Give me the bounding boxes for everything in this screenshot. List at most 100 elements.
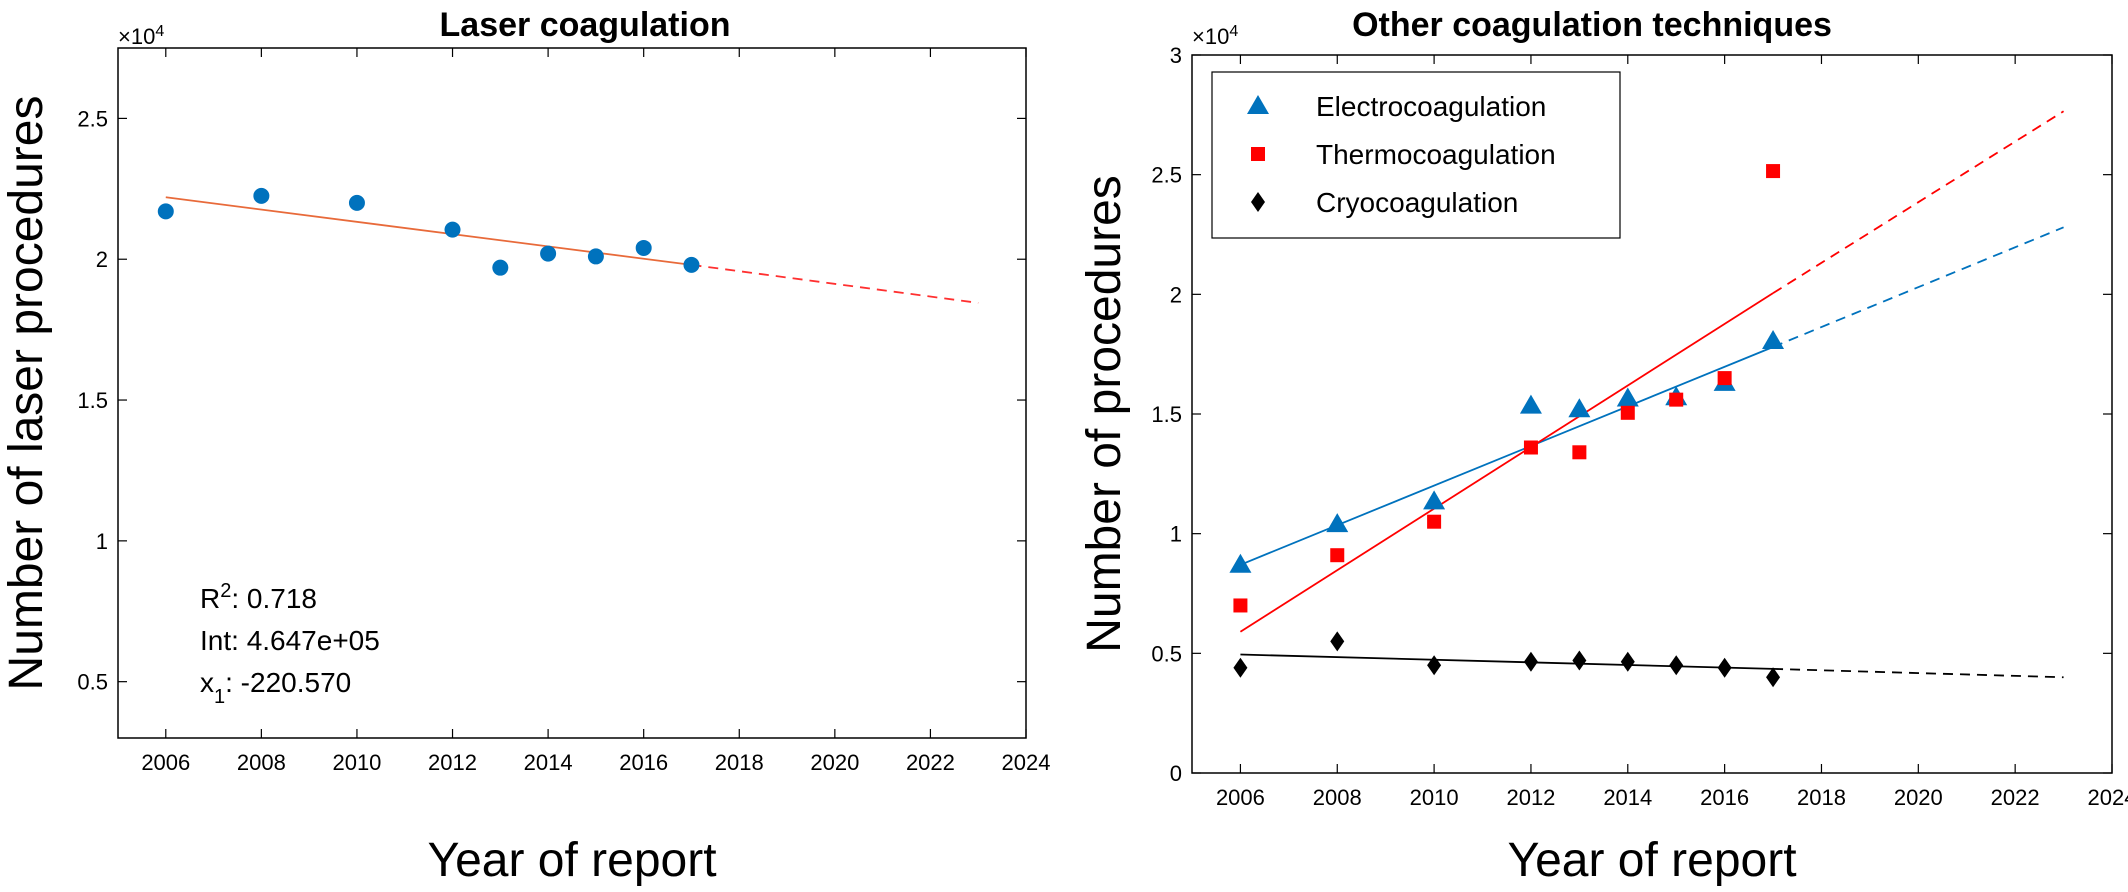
legend-marker (1247, 95, 1269, 114)
fit-line-projection (1772, 110, 2065, 294)
data-point (1519, 394, 1542, 414)
x-tick-label: 2010 (1410, 785, 1459, 810)
x-tick-label: 2012 (1506, 785, 1555, 810)
data-point (1616, 387, 1639, 407)
data-point (1427, 514, 1442, 529)
x-tick-label: 2014 (1603, 785, 1652, 810)
x-tick-label: 2014 (524, 750, 573, 775)
fit-line-projection (691, 263, 979, 304)
x-tick-label: 2006 (1216, 785, 1265, 810)
laser-plot-area (117, 47, 1027, 739)
laser-y-axis: 0.5 1 1.5 2 2.5 (77, 106, 1026, 695)
x-tick-label: 2020 (810, 750, 859, 775)
data-point (1717, 371, 1732, 386)
laser-x-axis-label: Year of report (427, 834, 716, 887)
data-point (157, 203, 174, 220)
legend-label: Cryocoagulation (1316, 187, 1518, 218)
y-tick-label: 1.5 (1151, 402, 1182, 427)
laser-chart-title: Laser coagulation (440, 6, 731, 44)
x-tick-label: 2022 (906, 750, 955, 775)
x-tick-label: 2012 (428, 750, 477, 775)
fit-line (1240, 653, 1774, 670)
legend-label: Electrocoagulation (1316, 91, 1546, 122)
y-tick-label: 1.5 (77, 388, 108, 413)
y-tick-label: 3 (1170, 43, 1182, 68)
laser-fit-lines (165, 196, 979, 304)
data-point (253, 187, 270, 204)
data-point (683, 256, 700, 273)
x-tick-label: 2016 (619, 750, 668, 775)
laser-x-axis: 2006 2008 2010 2012 2014 2016 2018 2020 2022 2024 (141, 48, 1050, 775)
x-tick-label: 2010 (332, 750, 381, 775)
y-tick-label: 2.5 (77, 106, 108, 131)
laser-y-axis-label: Number of laser procedures (0, 96, 53, 691)
laser-panel: Laser coagulation ×104 0.511.522.5 2006 2… (0, 6, 1050, 887)
r-squared-text: R2: 0.718 (200, 580, 317, 614)
x-tick-label: 2018 (715, 750, 764, 775)
data-point (1620, 651, 1635, 672)
y-tick-label: 0 (1170, 761, 1182, 786)
data-point (540, 245, 557, 262)
data-point (1762, 330, 1785, 350)
x-tick-label: 2024 (2088, 785, 2128, 810)
data-point (348, 194, 365, 211)
other-x-axis: 2006 2008 2010 2012 2014 2016 2018 2020 2022 2024 (1216, 55, 2128, 810)
y-tick-label: 2 (96, 247, 108, 272)
other-y-axis: 0 0.5 1 1.5 2 2.5 3 (1151, 43, 2112, 786)
intercept-text: Int: 4.647e+05 (200, 625, 380, 656)
data-point (1568, 398, 1591, 418)
y-tick-label: 2 (1170, 282, 1182, 307)
x-tick-label: 2022 (1991, 785, 2040, 810)
other-fit-lines (1239, 110, 2065, 679)
x-tick-label: 2018 (1797, 785, 1846, 810)
data-point (1330, 548, 1345, 563)
data-point (1326, 513, 1349, 533)
slope-text: x1: -220.570 (200, 667, 351, 708)
fit-line (1240, 346, 1774, 566)
data-point (444, 221, 461, 238)
fit-line (165, 196, 692, 266)
data-point (1669, 655, 1684, 676)
x-tick-label: 2008 (1313, 785, 1362, 810)
legend-box (1211, 71, 1621, 239)
legend-label: Thermocoagulation (1316, 139, 1556, 170)
data-point (1233, 657, 1248, 678)
data-point (587, 248, 604, 265)
laser-data-points (157, 187, 700, 276)
data-point (1717, 657, 1732, 678)
data-point (1766, 667, 1781, 688)
data-point (1233, 598, 1248, 613)
data-point (1330, 631, 1345, 652)
y-tick-label: 1 (1170, 522, 1182, 547)
data-point (1523, 440, 1538, 455)
data-point (1572, 650, 1587, 671)
other-data-points (1229, 164, 1785, 688)
data-point (635, 239, 652, 256)
x-tick-label: 2020 (1894, 785, 1943, 810)
data-point (492, 259, 509, 276)
y-tick-label: 1 (96, 529, 108, 554)
x-tick-label: 2008 (237, 750, 286, 775)
y-tick-label: 2.5 (1151, 163, 1182, 188)
data-point (1427, 655, 1442, 676)
data-point (1620, 405, 1635, 420)
data-point (1423, 490, 1446, 510)
other-y-multiplier: ×104 (1192, 23, 1238, 50)
other-chart-title: Other coagulation techniques (1352, 6, 1832, 44)
fit-statistics: R2: 0.718 Int: 4.647e+05 x1: -220.570 (200, 580, 380, 708)
legend-marker (1251, 192, 1265, 212)
data-point (1523, 651, 1538, 672)
other-y-axis-label: Number of procedures (1078, 175, 1131, 653)
fit-line-projection (1773, 667, 2064, 679)
data-point (1766, 164, 1781, 179)
data-point (1572, 445, 1587, 460)
laser-y-multiplier: ×104 (118, 23, 164, 50)
data-point (1669, 392, 1684, 407)
fit-line (1239, 292, 1774, 633)
other-panel: Other coagulation techniques ×104 0 0.5 1 1… (1078, 6, 2128, 887)
x-tick-label: 2024 (1002, 750, 1051, 775)
legend-marker (1251, 147, 1265, 161)
x-tick-label: 2016 (1700, 785, 1749, 810)
legend: Electrocoagulation Thermocoagulation Cryoc… (1211, 71, 1621, 239)
